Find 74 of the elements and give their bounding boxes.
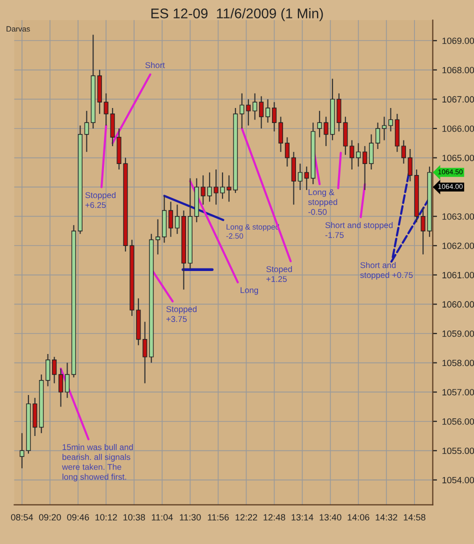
x-tick-label: 12:22 [236, 514, 258, 520]
candlestick [343, 116, 348, 156]
x-tick-label: 10:38 [123, 514, 145, 520]
x-tick-label: 09:20 [39, 514, 61, 520]
candlestick [142, 321, 148, 384]
candlestick [46, 353, 50, 387]
candlestick [272, 102, 277, 132]
annotation: 15min was bull and bearish. all signals were taken. The long showed first. [62, 444, 133, 482]
annotation: Stoped +1.25 [266, 266, 292, 282]
x-tick-label: 14:06 [348, 514, 370, 520]
x-tick-label: 11:04 [152, 514, 173, 520]
annotation: Stopped +6.25 [85, 192, 116, 208]
candlestick [207, 172, 212, 202]
candlestick [278, 116, 284, 152]
x-tick-label: 14:32 [376, 514, 398, 520]
x-tick-label: 11:30 [180, 514, 201, 520]
candlestick [168, 201, 174, 238]
candlestick [304, 166, 309, 191]
x-tick-label: 13:40 [320, 514, 342, 520]
y-tick-label: 1066.00 [442, 125, 474, 132]
candlestick [298, 163, 302, 191]
x-tick-label: 08:54 [11, 514, 34, 520]
candlestick [375, 122, 380, 150]
candlestick [259, 96, 264, 130]
candlestick [52, 356, 57, 384]
candlestick [362, 146, 368, 191]
annotation: Short and stopped -1.75 [325, 222, 393, 238]
y-tick-label: 1067.00 [442, 96, 474, 103]
y-tick-label: 1054.00 [442, 476, 474, 484]
candlestick [240, 92, 244, 130]
candlestick [174, 204, 180, 234]
candlestick [356, 142, 361, 168]
candlestick [382, 116, 387, 141]
x-tick-label: 11:56 [208, 514, 229, 520]
candlestick [64, 362, 70, 398]
candlestick [104, 92, 108, 126]
annotation: Long [240, 287, 258, 295]
candlestick [32, 397, 38, 437]
candlestick [401, 140, 406, 164]
y-tick-label: 1062.00 [442, 242, 474, 249]
annotation: Long & stopped -0.50 [308, 189, 338, 215]
candlestick [58, 368, 64, 408]
candlestick [252, 92, 258, 120]
y-tick-label: 1063.00 [442, 213, 474, 220]
candlestick [291, 151, 296, 206]
candlestick [284, 136, 290, 168]
chart-title: ES 12-09 11/6/2009 (1 Min) [151, 8, 323, 22]
annotation: Short [145, 62, 165, 68]
y-tick-label: 1056.00 [442, 418, 474, 425]
candlestick [246, 98, 251, 126]
x-tick-label: 10:12 [95, 514, 117, 520]
candlestick [350, 140, 354, 170]
candlestick [156, 218, 160, 255]
candlestick [200, 174, 206, 206]
x-tick-label: 13:14 [292, 514, 314, 520]
x-tick-label: 09:46 [67, 514, 89, 520]
candlestick [408, 148, 412, 182]
y-tick-label: 1069.00 [442, 38, 474, 44]
x-tick-label: 12:48 [264, 514, 286, 520]
candlestick [369, 134, 374, 170]
y-tick-label: 1065.00 [442, 154, 474, 162]
y-tick-label: 1061.00 [442, 272, 474, 278]
y-tick-label: 1057.00 [442, 389, 474, 396]
y-tick-label: 1058.00 [442, 360, 474, 366]
y-tick-label: 1060.00 [442, 301, 474, 308]
y-tick-label: 1059.00 [442, 330, 474, 337]
candlestick [266, 98, 270, 124]
annotation: Stopped +3.75 [166, 306, 197, 322]
y-tick-label: 1055.00 [442, 448, 474, 454]
candlestick [388, 107, 394, 132]
candlestick [84, 110, 89, 152]
x-tick-label: 14:58 [404, 514, 426, 520]
annotation: Short and stopped +0.75 [360, 262, 413, 280]
y-tick-label: 1068.00 [442, 66, 474, 74]
